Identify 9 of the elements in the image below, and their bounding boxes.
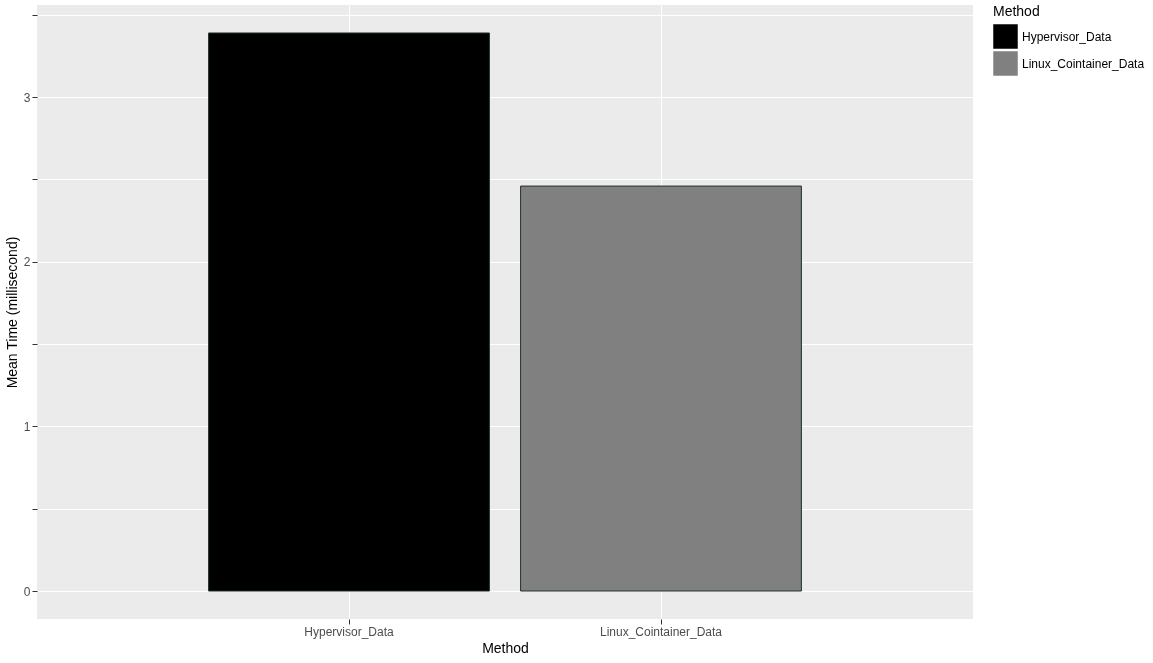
y-tick-label: 1 [23, 419, 31, 434]
y-axis-title: Mean Time (millisecond) [3, 236, 20, 389]
y-tick-label: 0 [23, 584, 31, 599]
y-tick-label: 2 [23, 255, 31, 270]
x-axis-title: Method [482, 639, 529, 656]
legend-label: Linux_Cointainer_Data [1022, 56, 1145, 71]
legend-title: Method [993, 3, 1040, 19]
y-tick-label: 3 [23, 90, 31, 105]
legend-label: Hypervisor_Data [1022, 29, 1112, 44]
